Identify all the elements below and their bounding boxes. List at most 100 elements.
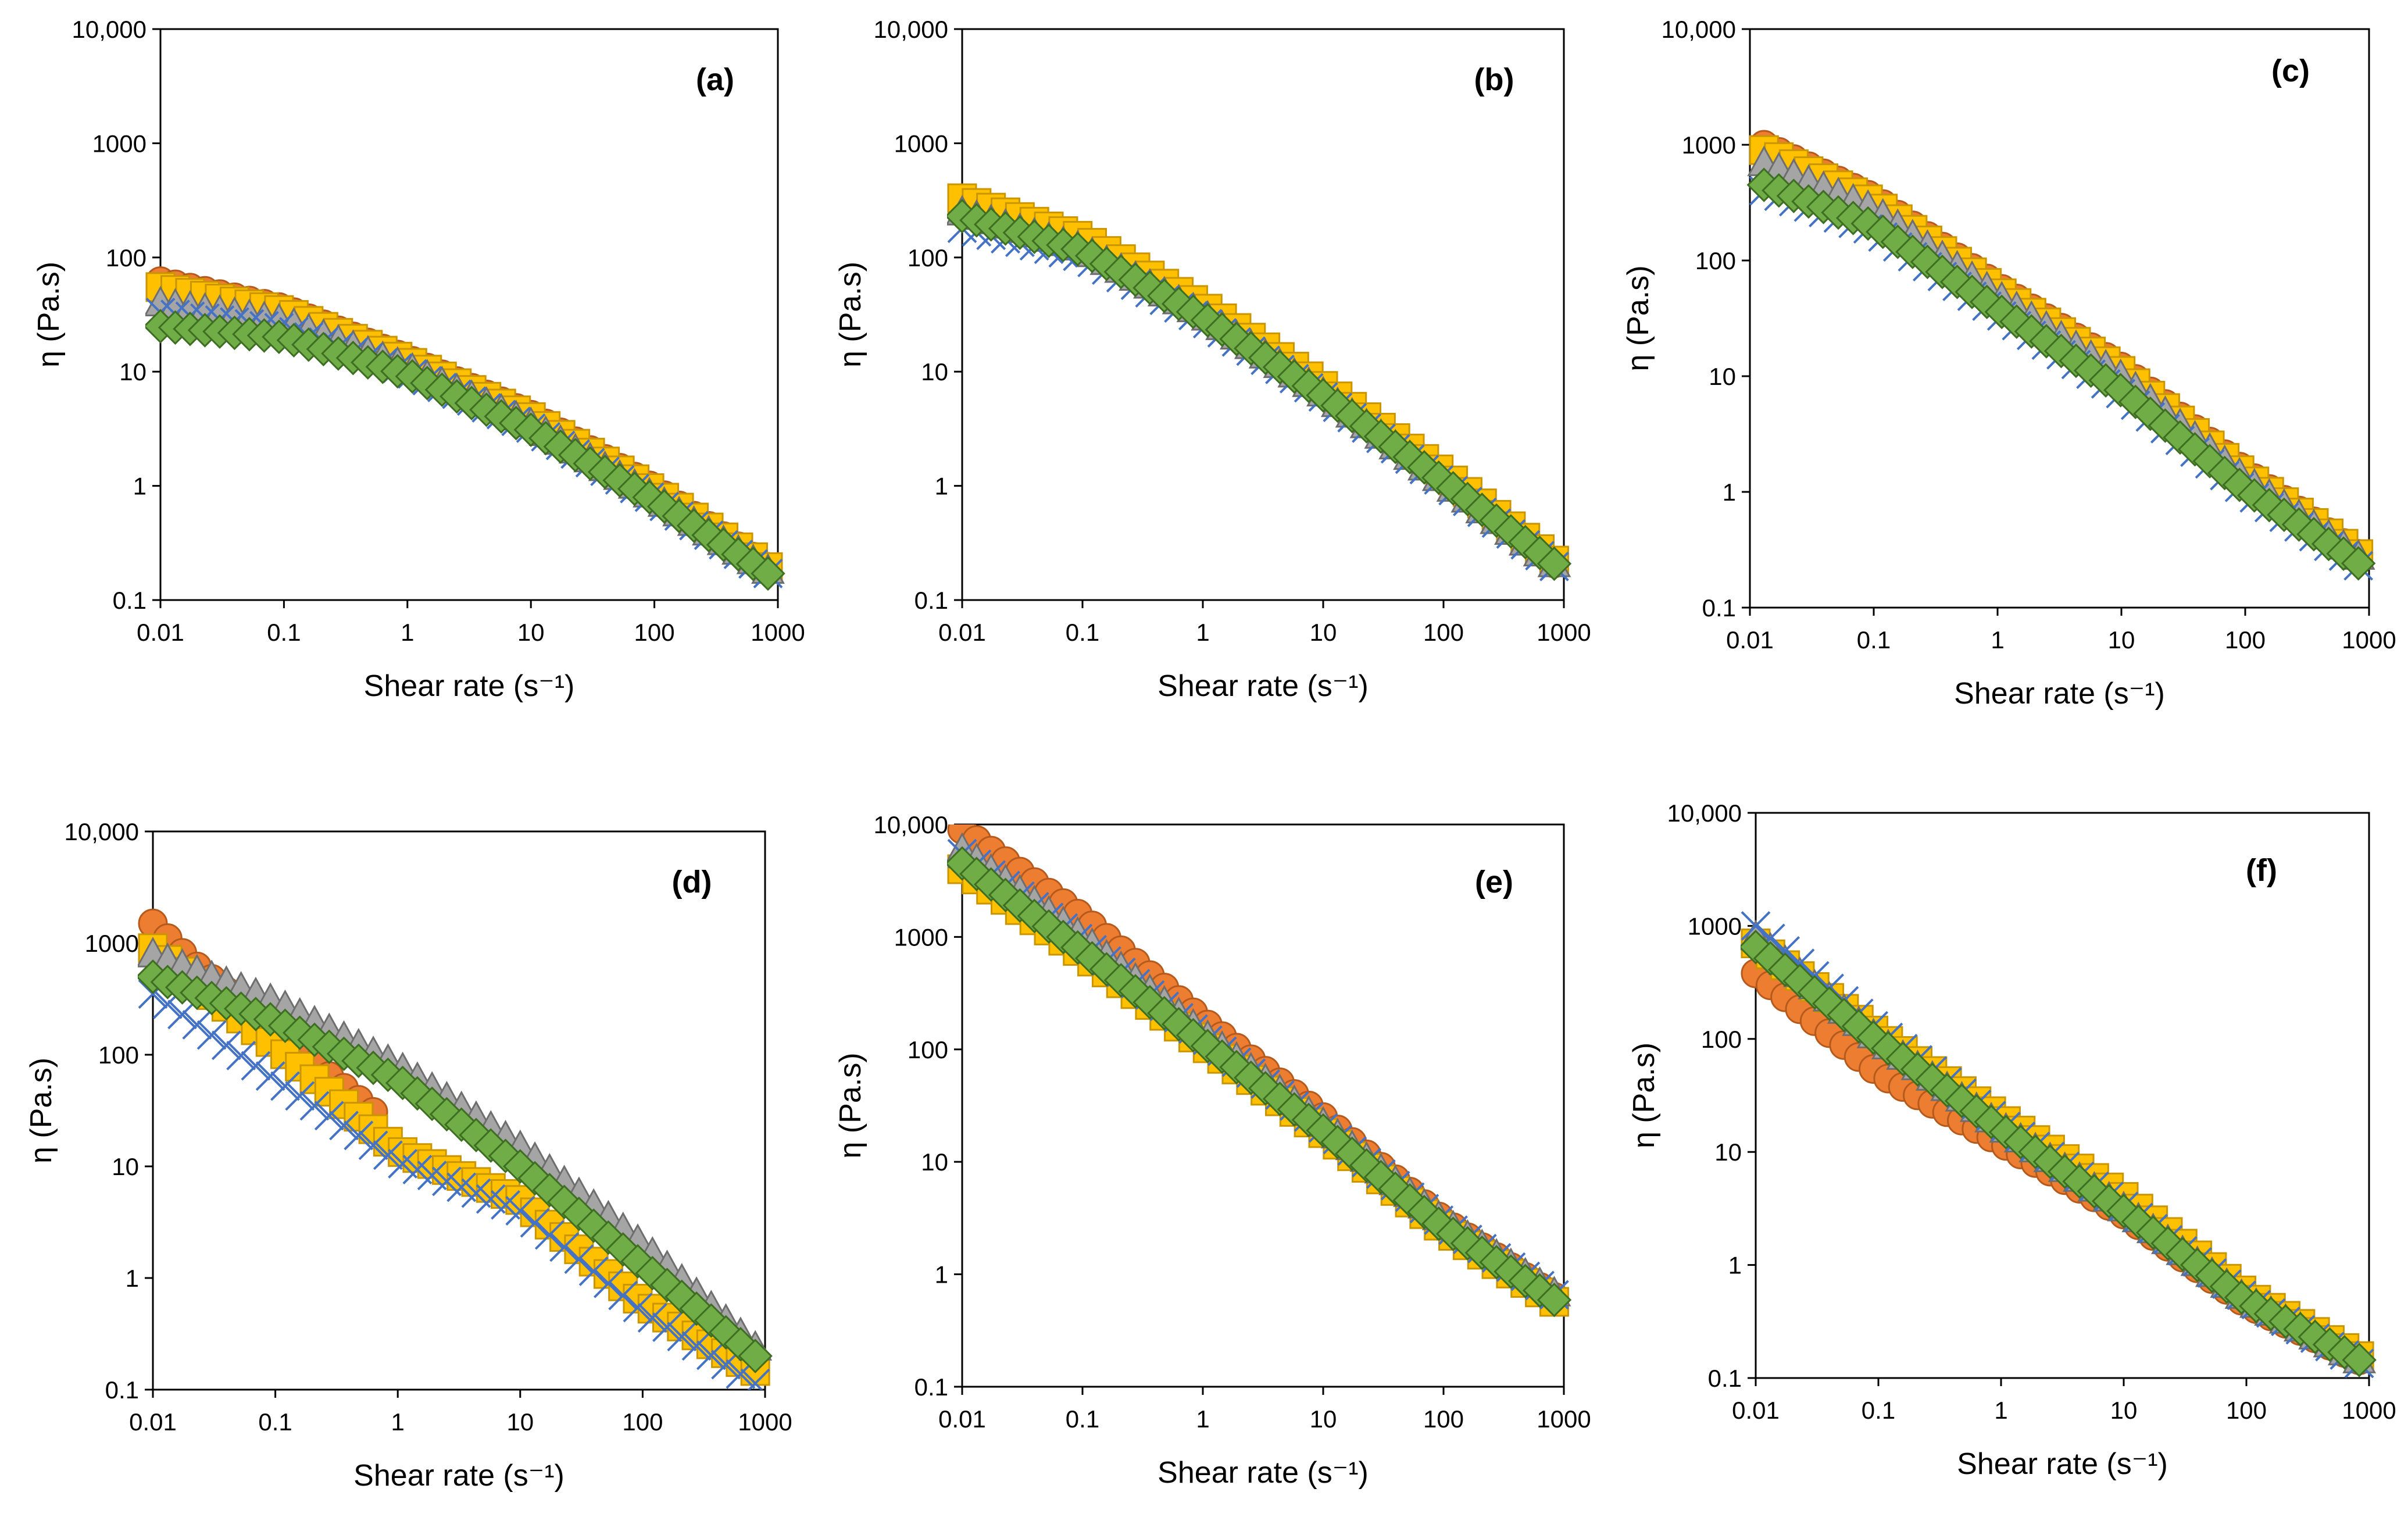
data-point xyxy=(2341,546,2376,581)
cross-stroke xyxy=(747,1368,770,1390)
y-tick-label: 10 xyxy=(921,1148,948,1176)
data-point xyxy=(1378,429,1413,465)
data-point xyxy=(1219,322,1254,356)
cross-stroke xyxy=(564,1244,594,1275)
data-point xyxy=(476,1184,506,1214)
y-tick-label: 10,000 xyxy=(1667,799,1742,827)
x-axis-title: Shear rate (s⁻¹) xyxy=(353,1459,565,1493)
cross-stroke xyxy=(505,1195,535,1226)
data-point xyxy=(270,1071,300,1101)
x-tick-label: 100 xyxy=(634,619,675,646)
data-point xyxy=(740,1368,770,1390)
cross-stroke xyxy=(681,1331,712,1361)
x-tick-label: 0.01 xyxy=(938,1405,986,1433)
x-tick-label: 0.1 xyxy=(267,619,301,646)
y-tick-label: 10,000 xyxy=(874,811,948,838)
data-point xyxy=(2029,324,2064,359)
x-tick-label: 10 xyxy=(1310,1405,1337,1433)
y-tick-label: 0.1 xyxy=(105,1376,139,1404)
chart-panel-f: 0.01 0.1 1 10 100 1000 0.1 1 10 100 1000 10,000 Shea… xyxy=(1627,799,2396,1481)
data-point xyxy=(1537,1282,1572,1318)
y-tick-label: 1000 xyxy=(1688,912,1742,940)
data-point xyxy=(1306,1113,1341,1148)
cross-stroke xyxy=(314,1101,344,1131)
cross-stroke xyxy=(402,1155,433,1184)
data-point xyxy=(1334,398,1370,434)
data-point xyxy=(503,1149,538,1184)
cross-stroke xyxy=(696,1340,726,1370)
y-tick-label: 10,000 xyxy=(1662,16,1736,43)
data-point xyxy=(623,1293,653,1323)
x-tick-label: 10 xyxy=(2110,1397,2138,1424)
data-point xyxy=(400,1076,435,1111)
cross-stroke xyxy=(534,1220,565,1250)
data-point xyxy=(632,480,667,515)
data-point xyxy=(329,1111,359,1141)
data-point xyxy=(167,999,197,1030)
chart-panel-c: 0.01 0.1 1 10 100 1000 0.1 1 10 100 1000 10,000 Shea… xyxy=(1621,16,2396,711)
cross-stroke xyxy=(520,1208,550,1238)
data-point xyxy=(358,1130,388,1161)
cross-stroke xyxy=(446,1172,477,1202)
y-tick-label: 100 xyxy=(1701,1026,1742,1053)
x-tick-label: 0.1 xyxy=(1857,626,1891,654)
x-tick-label: 1000 xyxy=(751,619,805,646)
cross-stroke xyxy=(623,1293,653,1323)
data-point xyxy=(417,1161,447,1191)
cross-stroke xyxy=(652,1312,682,1343)
series-layer xyxy=(1746,130,2376,581)
series-green-diamond xyxy=(138,959,773,1373)
x-tick-label: 100 xyxy=(2225,626,2266,654)
x-tick-label: 10 xyxy=(1310,619,1337,646)
x-tick-label: 1000 xyxy=(1537,1405,1591,1433)
x-axis-title: Shear rate (s⁻¹) xyxy=(1954,677,2165,711)
data-point xyxy=(564,1244,594,1275)
y-tick-label: 10,000 xyxy=(65,818,139,845)
chart-panel-b: 0.01 0.1 1 10 100 1000 0.1 1 10 100 1000 10,000 Shea… xyxy=(834,16,1591,703)
data-point xyxy=(285,1081,315,1111)
y-axis-title: η (Pa.s) xyxy=(32,262,66,367)
y-tick-label: 1 xyxy=(1723,479,1736,506)
data-point xyxy=(1944,1083,1980,1119)
data-point xyxy=(2342,1343,2377,1377)
data-point xyxy=(197,1020,227,1050)
data-point xyxy=(549,1232,580,1262)
cross-stroke xyxy=(285,1081,315,1111)
cross-stroke xyxy=(299,1091,330,1121)
data-point xyxy=(473,1128,508,1163)
data-point xyxy=(226,1041,256,1070)
data-point xyxy=(402,1155,433,1184)
data-point xyxy=(608,1280,638,1311)
data-point xyxy=(1871,1031,1906,1066)
data-point xyxy=(1421,460,1456,495)
data-point xyxy=(1895,234,1930,269)
y-axis-title: η (Pa.s) xyxy=(1627,1043,1661,1148)
data-point xyxy=(1508,524,1543,560)
data-point xyxy=(738,1338,773,1373)
data-point xyxy=(2088,363,2123,398)
x-tick-label: 1 xyxy=(1196,1405,1209,1433)
y-tick-label: 1000 xyxy=(1682,131,1736,159)
y-axis-title: η (Pa.s) xyxy=(834,262,867,367)
cross-stroke xyxy=(637,1303,667,1333)
panel-label: (e) xyxy=(1475,865,1513,899)
series-layer xyxy=(138,908,773,1390)
data-point xyxy=(528,420,563,456)
cross-stroke xyxy=(476,1184,506,1214)
data-point xyxy=(1291,369,1326,404)
cross-stroke xyxy=(461,1178,491,1208)
y-tick-label: 100 xyxy=(908,1036,948,1063)
x-tick-label: 100 xyxy=(1423,1405,1464,1433)
x-tick-label: 0.01 xyxy=(938,619,986,646)
cross-stroke xyxy=(417,1161,447,1191)
y-tick-label: 10 xyxy=(112,1153,139,1180)
y-axis-title: η (Pa.s) xyxy=(834,1052,867,1158)
data-point xyxy=(667,1322,697,1352)
panel-label: (a) xyxy=(696,62,734,97)
panel-label: (c) xyxy=(2271,53,2310,88)
data-point xyxy=(543,429,578,464)
cross-stroke xyxy=(667,1322,697,1352)
data-point xyxy=(373,1140,403,1170)
data-point xyxy=(388,1149,418,1179)
